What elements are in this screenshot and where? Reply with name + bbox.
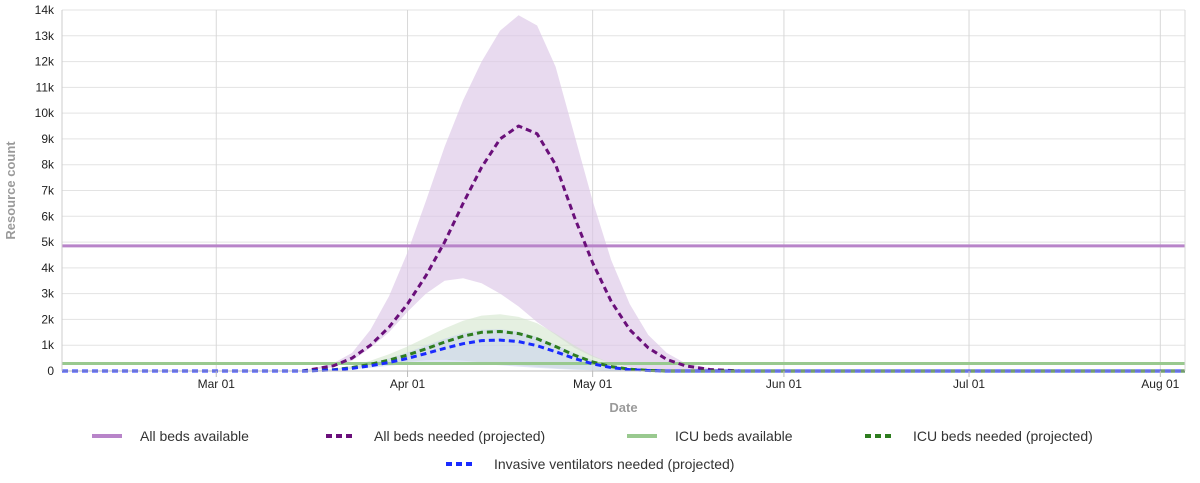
y-tick-label: 12k [35,55,55,69]
grid-lines [62,9,1185,372]
uncertainty-bands [62,15,1185,371]
y-tick-label: 8k [41,158,55,172]
series-line-3 [62,330,1185,373]
legend-label: ICU beds needed (projected) [913,428,1093,444]
x-tick-label: Jun 01 [766,377,802,391]
y-tick-label: 5k [41,235,55,249]
y-tick-label: 11k [36,80,55,94]
legend-item-3[interactable]: ICU beds needed (projected) [865,428,1093,444]
y-tick-label: 3k [41,287,55,301]
y-tick-label: 14k [35,3,55,17]
y-tick-label: 4k [41,261,55,275]
legend-item-1[interactable]: All beds needed (projected) [326,428,545,444]
series-line-1 [62,124,1185,373]
series-line-4 [62,338,1185,373]
legend-label: ICU beds available [675,428,793,444]
y-tick-label: 13k [35,29,55,43]
x-tick-label: Jul 01 [953,377,985,391]
x-axis-title: Date [609,400,637,415]
x-tick-label: May 01 [573,377,613,391]
band-1 [62,15,1185,371]
y-tick-label: 7k [41,184,55,198]
legend-label: Invasive ventilators needed (projected) [494,456,734,472]
x-tick-label: Mar 01 [198,377,236,391]
y-tick-label: 0 [47,364,54,378]
x-tick-label: Apr 01 [390,377,426,391]
legend-item-4[interactable]: Invasive ventilators needed (projected) [446,456,734,472]
y-tick-label: 2k [41,312,55,326]
legend: All beds available All beds needed (proje… [92,428,1093,472]
y-tick-label: 9k [41,132,55,146]
series-lines [62,124,1185,373]
y-tick-label: 1k [41,338,55,352]
legend-item-2[interactable]: ICU beds available [627,428,793,444]
axes: 0 1k 2k 3k 4k 5k 6k 7k 8k 9k 10k 11k 12k 13k 14k Mar 01… [35,3,1186,391]
y-axis-title: Resource count [3,141,18,240]
y-tick-label: 10k [35,106,55,120]
legend-item-0[interactable]: All beds available [92,428,249,444]
legend-label: All beds needed (projected) [374,428,545,444]
legend-label: All beds available [140,428,249,444]
y-tick-label: 6k [41,209,55,223]
x-tick-label: Aug 01 [1141,377,1179,391]
